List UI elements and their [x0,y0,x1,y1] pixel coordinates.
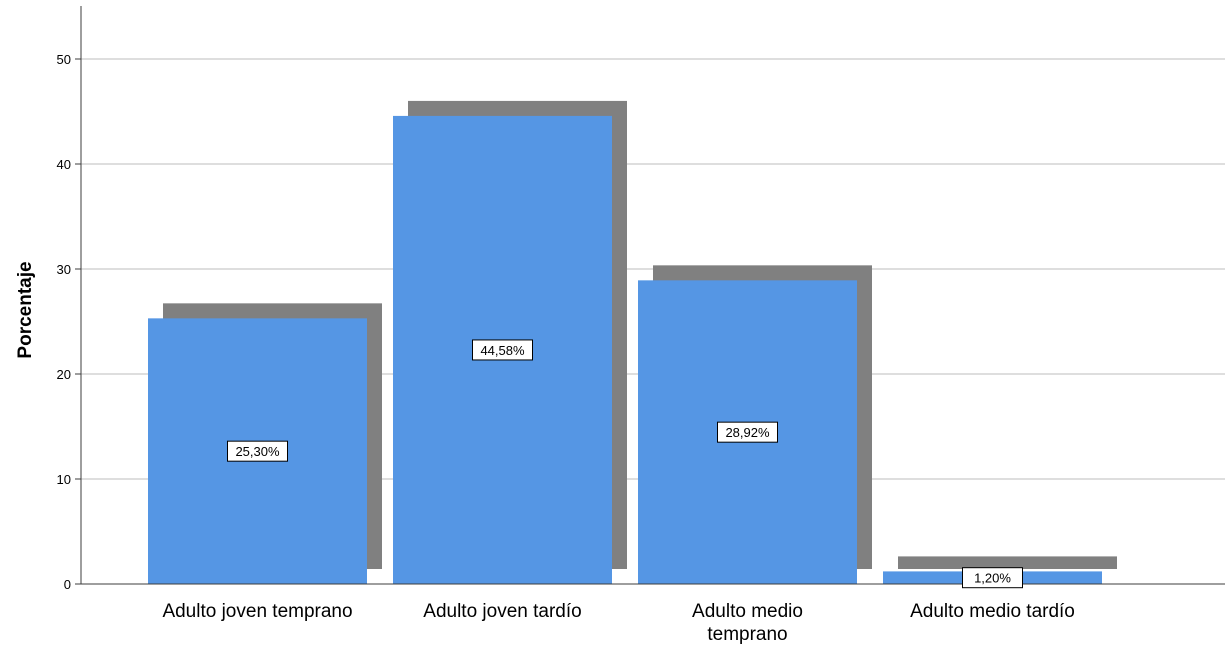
y-tick-label: 30 [57,262,71,277]
data-label-box [472,339,533,361]
y-tick-label: 50 [57,52,71,67]
data-labels: 25,30% 44,58% 28,92% 1,20% [227,339,1023,589]
data-label: 28,92% [717,421,778,443]
data-label-text: 28,92% [725,425,770,440]
x-tick-label: Adulto joven temprano [162,601,352,622]
x-tick-label: Adulto medio [692,601,803,622]
y-tick-label: 10 [57,472,71,487]
data-label-text: 25,30% [235,444,280,459]
y-tick-label: 40 [57,157,71,172]
y-tick-labels: 0 10 20 30 40 50 [57,52,81,592]
data-label-text: 44,58% [480,343,525,358]
data-label: 25,30% [227,440,288,462]
x-tick-labels: Adulto joven temprano Adulto joven tardío… [162,601,1074,645]
y-tick-label: 20 [57,367,71,382]
data-label-box [717,421,778,443]
data-label-box [962,567,1023,589]
data-label: 1,20% [962,567,1023,589]
y-tick-label: 0 [64,577,71,592]
data-label: 44,58% [472,339,533,361]
bar-shadow [898,556,1117,569]
x-tick-label: Adulto joven tardío [423,601,581,622]
data-label-text: 1,20% [974,571,1011,586]
x-tick-label: temprano [707,624,787,645]
axes [80,6,1225,585]
x-tick-label: Adulto medio tardío [910,601,1075,622]
data-label-box [227,440,288,462]
bars [148,100,1117,584]
y-axis-title: Porcentaje [15,261,36,358]
